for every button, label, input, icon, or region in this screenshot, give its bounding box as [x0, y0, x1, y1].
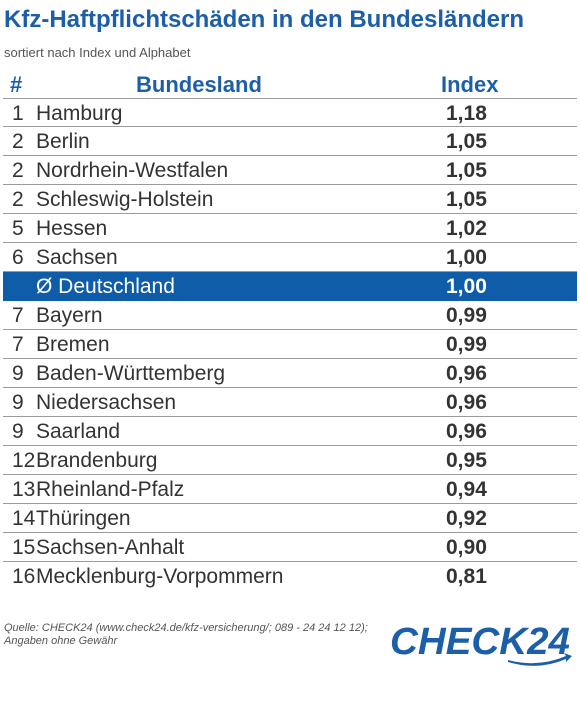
row-rank: 13 [12, 478, 36, 501]
table-row: 6 Sachsen 1,00 [3, 243, 577, 272]
row-rank: 1 [12, 102, 24, 125]
row-index: 1,00 [446, 275, 487, 298]
table-row: 14 Thüringen 0,92 [3, 504, 577, 533]
row-index: 0,90 [446, 536, 487, 559]
row-index: 0,99 [446, 333, 487, 356]
table-row: 9 Baden-Württemberg 0,96 [3, 359, 577, 388]
row-index: 1,05 [446, 159, 487, 182]
table-row: 15 Sachsen-Anhalt 0,90 [3, 533, 577, 562]
table-row: 2 Berlin 1,05 [3, 127, 577, 156]
row-index: 1,05 [446, 188, 487, 211]
row-rank: 2 [12, 130, 24, 153]
row-rank: 16 [12, 565, 36, 588]
row-rank: 5 [12, 217, 24, 240]
row-rank: 9 [12, 420, 24, 443]
table-row: 9 Niedersachsen 0,96 [3, 388, 577, 417]
check24-logo: CHECK24 [390, 621, 572, 666]
row-index: 0,99 [446, 304, 487, 327]
row-bundesland: Nordrhein-Westfalen [36, 159, 229, 182]
row-rank: 12 [12, 449, 36, 472]
row-index: 0,92 [446, 507, 487, 530]
row-bundesland: Hamburg [36, 102, 123, 125]
row-index: 0,94 [446, 478, 487, 501]
row-rank: 2 [12, 159, 24, 182]
row-index: 0,95 [446, 449, 487, 472]
column-header-rank: # [10, 72, 23, 97]
row-bundesland: Hessen [36, 217, 108, 240]
row-bundesland: Bremen [36, 333, 110, 356]
table-header: # Bundesland Index [8, 72, 572, 100]
logo-wordmark: CHECK24 [390, 621, 570, 663]
row-bundesland: Rheinland-Pfalz [36, 478, 185, 501]
row-bundesland: Brandenburg [36, 449, 158, 472]
column-header-bundesland: Bundesland [136, 72, 262, 97]
row-bundesland: Schleswig-Holstein [36, 188, 214, 211]
table-row: 13 Rheinland-Pfalz 0,94 [3, 475, 577, 504]
row-rank: 9 [12, 362, 24, 385]
table-row: 9 Saarland 0,96 [3, 417, 577, 446]
page-title: Kfz-Haftpflichtschäden in den Bundesländ… [4, 6, 525, 33]
row-index: 0,96 [446, 391, 487, 414]
row-index: 0,96 [446, 362, 487, 385]
table-row: 5 Hessen 1,02 [3, 214, 577, 243]
row-index: 0,96 [446, 420, 487, 443]
row-rank: 7 [12, 304, 24, 327]
row-bundesland: Saarland [36, 420, 121, 443]
row-rank: 2 [12, 188, 24, 211]
row-rank: 15 [12, 536, 36, 559]
table-row: 1 Hamburg 1,18 [3, 98, 577, 127]
row-bundesland: Thüringen [36, 507, 131, 530]
row-bundesland: Baden-Württemberg [36, 362, 226, 385]
row-bundesland: Bayern [36, 304, 103, 327]
table-row: 2 Schleswig-Holstein 1,05 [3, 185, 577, 214]
row-bundesland: Mecklenburg-Vorpommern [36, 565, 284, 588]
row-index: 1,18 [446, 102, 487, 125]
column-header-index: Index [441, 72, 499, 97]
table-row: 7 Bayern 0,99 [3, 301, 577, 330]
table-row: 2 Nordrhein-Westfalen 1,05 [3, 156, 577, 185]
row-bundesland: Niedersachsen [36, 391, 177, 414]
row-rank: 6 [12, 246, 24, 269]
row-index: 1,02 [446, 217, 487, 240]
table-row-average: Ø Deutschland 1,00 [3, 272, 577, 301]
row-rank: 7 [12, 333, 24, 356]
row-index: 1,00 [446, 246, 487, 269]
table-row: 7 Bremen 0,99 [3, 330, 577, 359]
table-row: 12 Brandenburg 0,95 [3, 446, 577, 475]
row-rank: 9 [12, 391, 24, 414]
row-bundesland: Sachsen [36, 246, 118, 269]
ranking-table: 1 Hamburg 1,18 2 Berlin 1,05 2 Nordrhein-Westfa… [3, 98, 577, 591]
row-bundesland: Sachsen-Anhalt [36, 536, 185, 559]
row-bundesland: Ø Deutschland [36, 275, 175, 298]
logo-swoosh [508, 653, 572, 666]
row-index: 0,81 [446, 565, 487, 588]
row-index: 1,05 [446, 130, 487, 153]
table-row: 16 Mecklenburg-Vorpommern 0,81 [3, 562, 577, 591]
source-note: Quelle: CHECK24 (www.check24.de/kfz-vers… [4, 622, 368, 647]
row-bundesland: Berlin [36, 130, 90, 153]
row-rank: 14 [12, 507, 36, 530]
page-subtitle: sortiert nach Index und Alphabet [4, 45, 191, 60]
